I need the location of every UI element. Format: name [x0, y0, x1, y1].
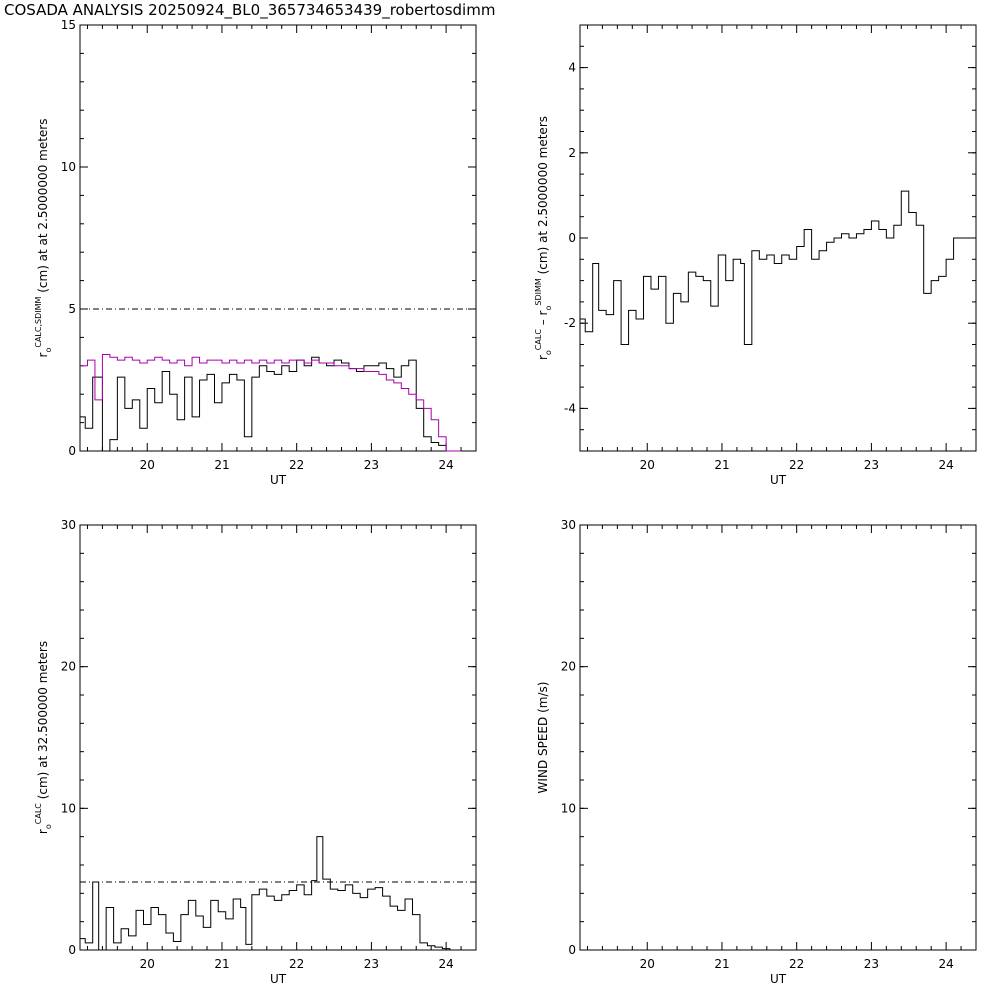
- plot-frame: [579, 24, 977, 452]
- y-tick-label: 4: [568, 61, 576, 75]
- x-tick-label: 21: [214, 957, 229, 971]
- x-tick-label: 23: [364, 957, 379, 971]
- plot-frame: [79, 24, 477, 452]
- y-axis-label-part: o: [544, 306, 553, 311]
- y-tick-label: -2: [564, 316, 576, 330]
- y-tick-label: 0: [68, 444, 76, 458]
- x-tick-label: 20: [140, 458, 155, 472]
- x-tick-label: 23: [364, 458, 379, 472]
- x-axis-label: UT: [770, 972, 787, 986]
- x-tick-label: 20: [640, 458, 655, 472]
- x-tick-label: 23: [864, 458, 879, 472]
- chart-title: COSADA ANALYSIS 20250924_BL0_36573465343…: [4, 1, 496, 19]
- y-axis-label-part: r: [36, 352, 50, 357]
- y-tick-label: 0: [568, 943, 576, 957]
- y-tick-label: 30: [61, 518, 76, 532]
- x-tick-label: 22: [289, 957, 304, 971]
- y-axis-label-part: (cm) at 32.500000 meters: [36, 641, 50, 803]
- y-tick-label: 2: [568, 146, 576, 160]
- x-tick-label: 21: [714, 458, 729, 472]
- y-tick-label: 0: [68, 943, 76, 957]
- y-tick-label: 30: [561, 518, 576, 532]
- y-axis-label-part: r: [536, 355, 550, 360]
- y-axis-label-part: CALC: [534, 329, 543, 351]
- y-axis-label-part: (cm) at at 2.5000000 meters: [36, 119, 50, 297]
- y-tick-label: -4: [564, 401, 576, 415]
- y-tick-label: 10: [61, 801, 76, 815]
- series-line-calc: [80, 356, 454, 452]
- y-axis-label-part: SDIMM: [534, 278, 543, 306]
- y-axis-label: roCALC (cm) at 32.500000 meters: [34, 641, 53, 834]
- y-axis-label-part: o: [544, 350, 553, 355]
- x-tick-label: 22: [289, 458, 304, 472]
- x-axis-label: UT: [270, 473, 287, 487]
- y-axis-label-part: WIND SPEED (m/s): [536, 682, 550, 794]
- y-tick-label: 5: [68, 302, 76, 316]
- y-axis-label-part: CALC,SDIMM: [34, 296, 43, 347]
- x-tick-label: 22: [789, 458, 804, 472]
- x-tick-label: 24: [438, 458, 453, 472]
- series-line-calc: [580, 190, 976, 345]
- y-axis-label-part: r: [36, 829, 50, 834]
- y-tick-label: 15: [61, 18, 76, 32]
- panel-wind-speed: 20 21 22 23 24 0 10 20 30 UT WIND SPEED (m/s): [536, 518, 977, 986]
- x-tick-label: 21: [714, 957, 729, 971]
- x-tick-label: 24: [438, 957, 453, 971]
- plot-frame: [579, 524, 977, 951]
- y-axis-label-part: – r: [536, 310, 550, 329]
- y-axis-label: roCALC,SDIMM (cm) at at 2.5000000 meters: [34, 119, 53, 358]
- x-tick-label: 24: [938, 957, 953, 971]
- y-axis-label: roCALC – roSDIMM (cm) at 2.5000000 meter…: [534, 116, 553, 360]
- y-tick-label: 0: [568, 231, 576, 245]
- y-tick-label: 20: [61, 660, 76, 674]
- x-tick-label: 24: [938, 458, 953, 472]
- series-line-sdimm: [80, 353, 462, 452]
- x-tick-label: 21: [214, 458, 229, 472]
- x-tick-label: 23: [864, 957, 879, 971]
- x-tick-label: 20: [640, 957, 655, 971]
- x-tick-label: 20: [140, 957, 155, 971]
- y-tick-label: 10: [61, 160, 76, 174]
- x-axis-label: UT: [770, 473, 787, 487]
- y-tick-label: 10: [561, 801, 576, 815]
- panel-ro-calc-high: 20 21 22 23 24 0 10 20 30 UT roCALC (cm) at 32.500…: [34, 518, 477, 986]
- x-tick-label: 22: [789, 957, 804, 971]
- plot-frame: [79, 524, 477, 951]
- y-tick-label: 20: [561, 660, 576, 674]
- panel-ro-calc-sdimm: 20 21 22 23 24 0 5 10 15 UT roCALC,SDIMM (cm) at a…: [34, 18, 477, 487]
- series-line-calc: [80, 836, 458, 951]
- x-axis-label: UT: [270, 972, 287, 986]
- y-axis-label-part: CALC: [34, 803, 43, 825]
- y-axis-label-part: o: [44, 348, 53, 353]
- y-axis-label: WIND SPEED (m/s): [536, 682, 550, 794]
- y-axis-label-part: o: [44, 824, 53, 829]
- y-axis-label-part: (cm) at 2.5000000 meters: [536, 116, 550, 278]
